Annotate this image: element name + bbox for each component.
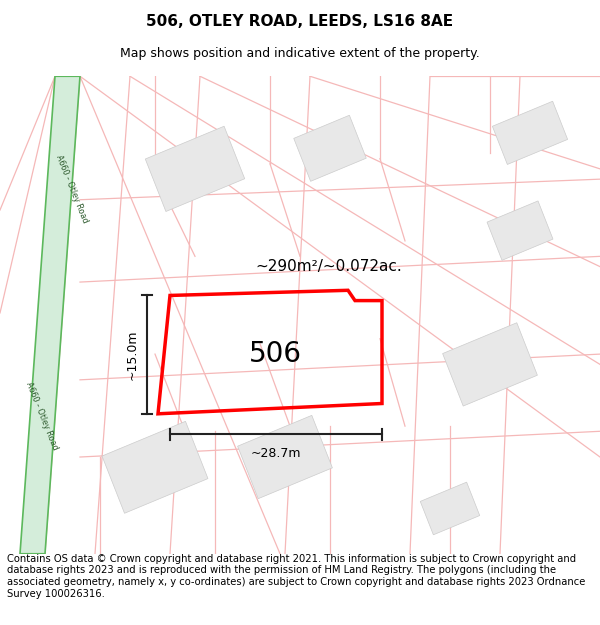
Text: 506: 506 (248, 340, 302, 368)
Polygon shape (294, 115, 366, 181)
Polygon shape (102, 421, 208, 513)
Text: Map shows position and indicative extent of the property.: Map shows position and indicative extent… (120, 48, 480, 60)
Text: ~28.7m: ~28.7m (251, 447, 301, 460)
Polygon shape (20, 76, 80, 554)
Text: Contains OS data © Crown copyright and database right 2021. This information is : Contains OS data © Crown copyright and d… (7, 554, 586, 599)
Text: ~15.0m: ~15.0m (126, 329, 139, 380)
Text: A660 - Otley Road: A660 - Otley Road (24, 381, 60, 451)
Polygon shape (145, 126, 245, 211)
Polygon shape (420, 482, 480, 535)
Polygon shape (443, 322, 538, 406)
Polygon shape (493, 101, 568, 164)
Polygon shape (238, 416, 332, 499)
Text: ~290m²/~0.072ac.: ~290m²/~0.072ac. (255, 259, 402, 274)
Text: A660 - Otley Road: A660 - Otley Road (54, 154, 90, 225)
Polygon shape (487, 201, 553, 260)
Text: 506, OTLEY ROAD, LEEDS, LS16 8AE: 506, OTLEY ROAD, LEEDS, LS16 8AE (146, 14, 454, 29)
